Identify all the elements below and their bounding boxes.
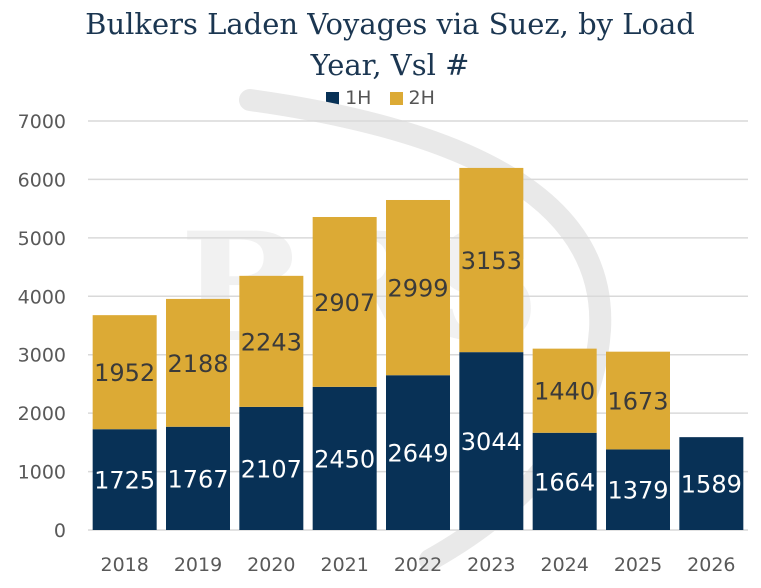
legend-swatch-1h [326,91,340,105]
bar-2h-2024 [532,348,597,433]
chart-title: Bulkers Laden Voyages via Suez, by Load … [85,7,695,82]
y-tick-label: 1000 [18,462,66,484]
legend-item-2h: 2H [389,87,435,109]
data-label-2h-2018: 1952 [94,359,155,387]
data-label-2h-2022: 2999 [387,275,448,303]
x-tick-label: 2018 [100,554,148,576]
bar-2h-2022 [386,199,450,376]
data-label-1h-2026: 1589 [681,471,742,499]
bar-1h-2025 [606,449,670,530]
data-label-1h-2023: 3044 [461,428,522,456]
data-label-2h-2020: 2243 [241,328,302,356]
legend-item-1h: 1H [326,87,371,109]
data-label-1h-2019: 1767 [167,465,228,493]
data-label-2h-2023: 3153 [461,247,522,275]
bar-2h-2020 [239,275,304,407]
y-tick-label: 6000 [18,169,66,191]
x-tick-label: 2025 [614,554,662,576]
x-tick-label: 2020 [247,554,295,576]
data-label-2h-2021: 2907 [314,289,375,317]
y-tick-label: 0 [54,520,66,542]
data-label-1h-2025: 1379 [607,477,668,505]
data-label-1h-2024: 1664 [534,468,595,496]
bar-2h-2018 [92,315,157,430]
x-tick-label: 2023 [467,554,515,576]
bar-1h-2020 [239,406,304,530]
data-label-2h-2025: 1673 [607,388,668,416]
x-tick-label: 2019 [174,554,222,576]
y-tick-label: 7000 [18,111,66,133]
legend: 1H 2H [0,87,761,110]
bar-1h-2024 [532,432,597,530]
data-label-2h-2019: 2188 [167,350,228,378]
bar-1h-2018 [92,429,157,530]
x-tick-label: 2026 [687,554,735,576]
bar-1h-2026 [679,437,744,530]
y-tick-label: 3000 [18,345,66,367]
y-tick-label: 5000 [18,228,66,250]
data-label-1h-2021: 2450 [314,445,375,473]
bar-1h-2019 [166,426,230,530]
y-tick-label: 2000 [18,403,66,425]
data-label-1h-2022: 2649 [387,440,448,468]
x-tick-label: 2024 [540,554,588,576]
bar-1h-2023 [459,352,524,530]
x-tick-label: 2022 [394,554,442,576]
x-tick-label: 2021 [320,554,368,576]
legend-swatch-2h [389,91,403,105]
bar-2h-2025 [606,351,670,450]
bar-2h-2021 [312,216,377,387]
bar-1h-2022 [386,375,450,530]
legend-label-2h: 2H [408,87,435,109]
data-label-2h-2024: 1440 [534,378,595,406]
data-label-1h-2020: 2107 [241,455,302,483]
bar-2h-2019 [166,298,230,427]
bar-1h-2021 [312,386,377,530]
legend-label-1h: 1H [345,87,372,109]
bar-2h-2023 [459,167,524,353]
watermark-swoosh [239,89,612,571]
data-label-1h-2018: 1725 [94,467,155,495]
y-tick-label: 4000 [18,286,66,308]
